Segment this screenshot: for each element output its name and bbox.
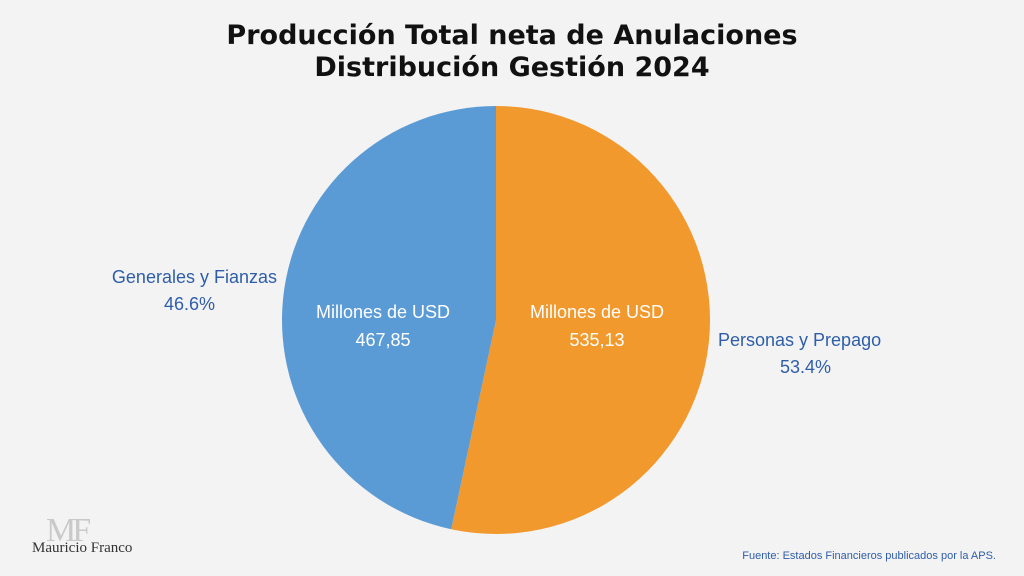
slice-unit-label: Millones de USD [316, 302, 450, 322]
slice-value-label: 467,85 [355, 330, 410, 350]
category-percent-label: 53.4% [780, 357, 831, 377]
category-percent-label: 46.6% [164, 294, 215, 314]
category-label: Personas y Prepago [718, 330, 881, 350]
logo-text: Mauricio Franco [32, 540, 133, 556]
pie-slice-personas-y-prepago [451, 106, 711, 535]
slice-unit-label: Millones de USD [530, 302, 664, 322]
source-note: Fuente: Estados Financieros publicados p… [742, 550, 996, 562]
chart-subtitle: Distribución Gestión 2024 [314, 52, 710, 83]
chart-title-block: Producción Total neta de Anulaciones Dis… [0, 20, 1024, 84]
logo-mark: MF [46, 512, 91, 549]
logo: MF Mauricio Franco [32, 512, 133, 558]
category-label: Generales y Fianzas [112, 267, 277, 287]
slice-value-label: 535,13 [569, 330, 624, 350]
pie-slice-generales-y-fianzas [282, 106, 496, 530]
chart-title: Producción Total neta de Anulaciones [226, 20, 798, 51]
